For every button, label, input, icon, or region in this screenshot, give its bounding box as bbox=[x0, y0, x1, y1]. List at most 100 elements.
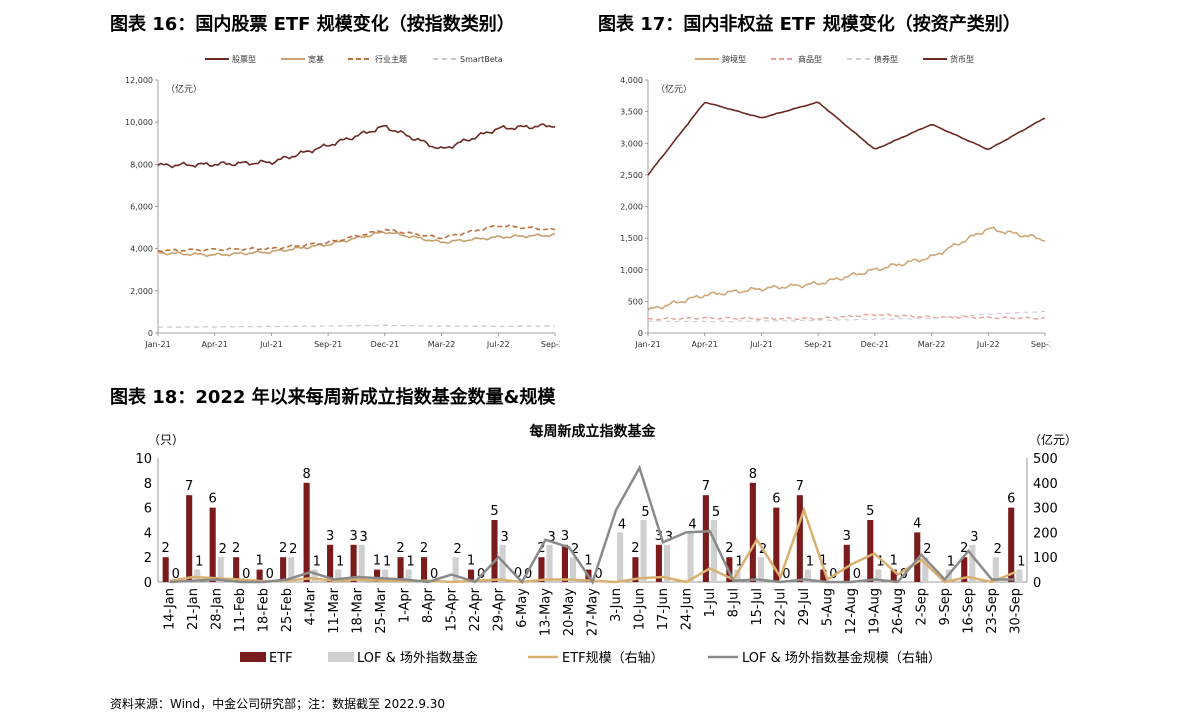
fig18-lof-bar bbox=[546, 544, 553, 582]
fig18-category-label: 20-May bbox=[562, 588, 577, 636]
fig18-etf-bar bbox=[867, 520, 874, 582]
fig17-xtick-label: Mar-22 bbox=[918, 340, 946, 349]
fig18-category-label: 17-Jun bbox=[656, 588, 671, 630]
fig18-lof-label: 3 bbox=[970, 530, 978, 545]
fig18-category-label: 26-Aug bbox=[891, 588, 906, 634]
fig18-category-label: 10-Jun bbox=[632, 588, 647, 630]
fig18-category-label: 1-Jul bbox=[703, 588, 718, 617]
fig18-lof-label: 1 bbox=[313, 555, 321, 570]
fig17-title: 图表 17：国内非权益 ETF 规模变化（按资产类别） bbox=[598, 14, 1021, 35]
fig17-xtick-label: Sep-22 bbox=[1031, 340, 1050, 349]
fig18-category-label: 11-Mar bbox=[327, 587, 342, 633]
fig18-category-label: 29-Jul bbox=[797, 588, 812, 626]
fig18-lof-label: 4 bbox=[618, 517, 626, 532]
fig18-etf-label: 1 bbox=[819, 554, 827, 569]
fig18-lof-label: 3 bbox=[360, 530, 368, 545]
fig18-lof-bar bbox=[1016, 569, 1023, 582]
fig16-xtick-label: Sep-22 bbox=[541, 340, 560, 349]
fig18-etf-label: 3 bbox=[655, 529, 663, 544]
fig18-lof-label: 0 bbox=[430, 567, 438, 582]
fig17-legend-label: 商品型 bbox=[798, 54, 822, 64]
fig18-category-label: 23-Sep bbox=[985, 588, 1000, 634]
fig18-etf-label: 2 bbox=[162, 541, 170, 556]
fig16-ytick-label: 2,000 bbox=[130, 287, 153, 296]
fig18-lof-label: 0 bbox=[266, 567, 274, 582]
fig18-lof-bar bbox=[452, 557, 459, 582]
fig16-xtick-label: Dec-21 bbox=[371, 340, 400, 349]
fig18-right-tick: 500 bbox=[1033, 452, 1058, 467]
fig18-etf-bar bbox=[209, 507, 216, 582]
fig18-category-label: 8-Apr bbox=[421, 587, 436, 623]
fig18-etf-label: 2 bbox=[631, 541, 639, 556]
fig18-category-label: 30-Sep bbox=[1008, 588, 1023, 634]
fig18-etf-bar bbox=[655, 544, 662, 582]
fig18-lof-bar bbox=[687, 532, 694, 582]
fig18-etf-bar bbox=[632, 557, 639, 582]
fig16-unit-label: （亿元） bbox=[166, 83, 202, 95]
fig18-category-label: 1-Apr bbox=[398, 587, 413, 623]
fig18-etf-bar bbox=[467, 569, 475, 582]
fig18-etf-label: 4 bbox=[913, 516, 921, 531]
fig18-lof-label: 0 bbox=[242, 567, 250, 582]
fig18-etf-label: 1 bbox=[255, 554, 263, 569]
fig16-legend-label: 股票型 bbox=[232, 55, 256, 64]
fig18-lof-label: 3 bbox=[665, 530, 673, 545]
fig18-lof-bar bbox=[382, 569, 389, 582]
fig18-etf-bar bbox=[702, 495, 709, 582]
fig18-lof-bar bbox=[875, 569, 882, 582]
fig18-category-label: 2-Sep bbox=[914, 588, 929, 625]
fig17-series-line bbox=[647, 101, 1046, 176]
fig18-etf-label: 2 bbox=[232, 541, 240, 556]
fig18-lof-bar bbox=[992, 557, 999, 582]
fig18-etf-bar bbox=[233, 557, 240, 582]
fig18-lof-bar bbox=[922, 557, 929, 582]
fig18-category-label: 8-Jul bbox=[726, 588, 741, 617]
fig16-xtick-label: Sep-21 bbox=[314, 340, 342, 349]
fig18-etf-label: 1 bbox=[373, 554, 381, 569]
fig18-etf-label: 6 bbox=[772, 492, 780, 507]
fig17-ytick-label: 3,000 bbox=[620, 139, 643, 148]
fig17-xtick-label: Jul-22 bbox=[976, 340, 1000, 349]
fig18-lof-label: 3 bbox=[500, 530, 508, 545]
fig18-chart-title: 每周新成立指数基金 bbox=[530, 423, 657, 440]
fig18-etf-label: 5 bbox=[866, 504, 874, 519]
fig18-lof-label: 1 bbox=[735, 555, 743, 570]
fig18-etf-bar bbox=[773, 507, 780, 582]
fig18-lof-label: 2 bbox=[289, 542, 297, 557]
fig18-lof-bar bbox=[640, 520, 647, 582]
fig18-category-label: 4-Mar bbox=[304, 587, 319, 625]
source-note: 资料来源：Wind，中金公司研究部；注：数据截至 2022.9.30 bbox=[110, 697, 446, 711]
fig18-lof-bar bbox=[405, 569, 412, 582]
fig18-lof-bar bbox=[358, 544, 365, 582]
fig18-legend-swatch bbox=[328, 652, 354, 662]
fig18-lof-label: 2 bbox=[453, 542, 461, 557]
fig18-etf-label: 3 bbox=[843, 529, 851, 544]
fig18-left-tick: 2 bbox=[144, 551, 152, 566]
fig16-chart: 0 2,000 4,000 6,000 8,000 10,000 12,000 Jan-21 A… bbox=[125, 54, 560, 349]
fig18-left-tick: 10 bbox=[135, 452, 152, 467]
fig18-etf-bar bbox=[186, 495, 193, 582]
fig18-lof-scale-line bbox=[169, 464, 1016, 585]
fig17-ytick-label: 2,500 bbox=[620, 171, 643, 180]
fig17-ytick-label: 1,000 bbox=[620, 266, 643, 275]
fig16-ytick-label: 10,000 bbox=[125, 118, 153, 127]
fig18-lof-label: 0 bbox=[782, 567, 790, 582]
fig18-lof-bar bbox=[804, 569, 811, 582]
fig17-xtick-label: Sep-21 bbox=[804, 340, 832, 349]
fig17-ytick-label: 2,000 bbox=[620, 203, 643, 212]
fig18-etf-bar bbox=[749, 482, 756, 582]
fig18-category-label: 15-Jul bbox=[750, 588, 765, 626]
fig18-right-tick: 400 bbox=[1033, 477, 1058, 492]
fig18-lof-label: 0 bbox=[172, 567, 180, 582]
fig18-left-tick: 0 bbox=[144, 576, 152, 591]
fig18-right-tick: 100 bbox=[1033, 551, 1058, 566]
fig18-category-label: 13-May bbox=[539, 588, 554, 636]
fig18-lof-label: 1 bbox=[947, 555, 955, 570]
fig18-category-label: 19-Aug bbox=[867, 588, 882, 634]
fig18-etf-bar bbox=[420, 557, 428, 582]
fig18-lof-bar bbox=[335, 569, 342, 582]
fig18-category-label: 6-May bbox=[515, 588, 530, 628]
fig18-lof-bar bbox=[969, 544, 976, 582]
fig17-xtick-label: Jul-21 bbox=[749, 340, 773, 349]
fig18-lof-label: 5 bbox=[712, 505, 720, 520]
